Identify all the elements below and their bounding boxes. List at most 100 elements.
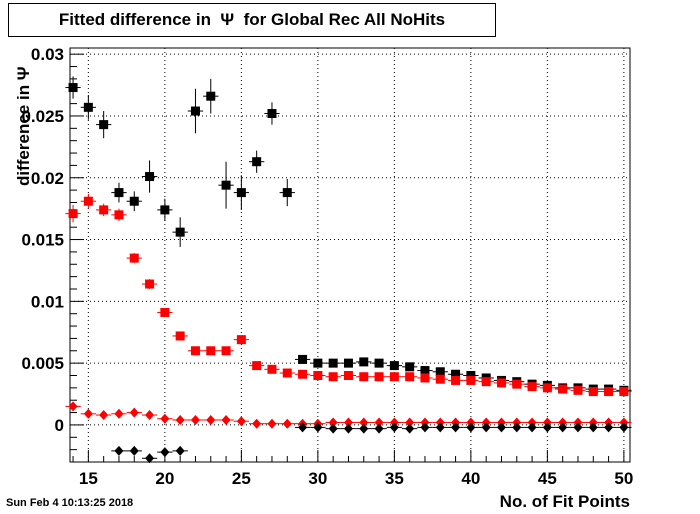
- y-tick-label: 0: [55, 416, 64, 435]
- data-point-diamond: [175, 445, 185, 456]
- data-point-square: [389, 372, 399, 382]
- data-point-diamond: [267, 418, 277, 429]
- data-point-diamond: [160, 447, 170, 458]
- data-point-square: [374, 372, 384, 382]
- data-point-square: [83, 196, 93, 206]
- data-point-diamond: [389, 422, 399, 433]
- x-tick-label: 35: [385, 469, 404, 488]
- data-point-square: [114, 188, 124, 198]
- data-point-diamond: [374, 417, 384, 428]
- data-point-diamond: [129, 407, 139, 418]
- data-point-square: [343, 358, 353, 368]
- data-point-square: [252, 157, 262, 167]
- x-tick-label: 45: [538, 469, 557, 488]
- data-point-square: [99, 205, 109, 215]
- data-point-diamond: [588, 422, 598, 433]
- data-point-square: [481, 377, 491, 387]
- data-point-square: [451, 369, 461, 379]
- data-point-square: [282, 188, 292, 198]
- data-point-diamond: [604, 422, 614, 433]
- data-point-diamond: [175, 414, 185, 425]
- data-point-square: [558, 384, 568, 394]
- data-point-square: [252, 361, 262, 371]
- data-point-square: [221, 180, 231, 190]
- data-point-square: [190, 346, 200, 356]
- data-point-square: [451, 375, 461, 385]
- data-point-diamond: [190, 414, 200, 425]
- data-point-diamond: [114, 445, 124, 456]
- data-point-diamond: [374, 423, 384, 434]
- data-point-square: [160, 205, 170, 215]
- data-point-diamond: [145, 453, 155, 464]
- data-point-diamond: [328, 423, 338, 434]
- data-point-square: [405, 372, 415, 382]
- y-tick-label: 0.01: [31, 292, 64, 311]
- data-point-diamond: [343, 423, 353, 434]
- data-point-square: [99, 120, 109, 130]
- data-point-square: [405, 362, 415, 372]
- y-tick-label: 0.03: [31, 45, 64, 64]
- data-point-square: [435, 367, 445, 377]
- data-point-square: [298, 369, 308, 379]
- data-point-diamond: [343, 417, 353, 428]
- data-point-diamond: [221, 414, 231, 425]
- data-point-square: [129, 196, 139, 206]
- y-axis-label: difference in Ψ: [14, 66, 33, 186]
- y-tick-label: 0.02: [31, 169, 64, 188]
- data-point-diamond: [129, 445, 139, 456]
- data-point-square: [313, 370, 323, 380]
- data-point-square: [282, 368, 292, 378]
- data-point-square: [267, 364, 277, 374]
- data-point-diamond: [83, 408, 93, 419]
- data-point-diamond: [359, 417, 369, 428]
- data-point-square: [313, 358, 323, 368]
- data-point-square: [359, 372, 369, 382]
- x-tick-label: 40: [461, 469, 480, 488]
- data-point-diamond: [99, 410, 109, 421]
- data-point-square: [145, 172, 155, 182]
- data-point-square: [175, 227, 185, 237]
- x-tick-label: 25: [232, 469, 251, 488]
- data-point-diamond: [68, 401, 78, 412]
- data-point-diamond: [160, 413, 170, 424]
- data-point-square: [206, 91, 216, 101]
- data-point-square: [83, 102, 93, 112]
- data-point-diamond: [558, 422, 568, 433]
- data-point-diamond: [542, 422, 552, 433]
- data-point-square: [236, 335, 246, 345]
- data-point-diamond: [466, 422, 476, 433]
- timestamp: Sun Feb 4 10:13:25 2018: [6, 497, 134, 509]
- data-point-square: [298, 354, 308, 364]
- data-point-square: [542, 383, 552, 393]
- data-point-square: [129, 253, 139, 263]
- data-point-square: [389, 361, 399, 371]
- x-axis-label: No. of Fit Points: [499, 492, 630, 511]
- plot-frame: [69, 47, 631, 463]
- data-point-square: [435, 374, 445, 384]
- data-point-diamond: [206, 414, 216, 425]
- data-point-diamond: [405, 423, 415, 434]
- data-point-diamond: [451, 422, 461, 433]
- data-point-diamond: [252, 418, 262, 429]
- data-point-square: [145, 279, 155, 289]
- data-point-square: [588, 387, 598, 397]
- data-point-square: [175, 331, 185, 341]
- data-point-square: [420, 373, 430, 383]
- chart-title-box: Fitted difference in Ψ for Global Rec Al…: [8, 3, 496, 37]
- data-point-diamond: [405, 417, 415, 428]
- data-point-diamond: [619, 422, 629, 433]
- data-point-square: [160, 307, 170, 317]
- data-point-square: [68, 83, 78, 93]
- data-point-diamond: [328, 417, 338, 428]
- data-point-diamond: [496, 422, 506, 433]
- data-point-diamond: [236, 416, 246, 427]
- data-point-square: [512, 379, 522, 389]
- data-point-square: [359, 357, 369, 367]
- data-point-diamond: [313, 422, 323, 433]
- x-tick-label: 30: [308, 469, 327, 488]
- data-point-square: [420, 366, 430, 376]
- data-point-square: [573, 385, 583, 395]
- data-point-square: [374, 358, 384, 368]
- data-point-square: [68, 209, 78, 219]
- data-point-square: [236, 188, 246, 198]
